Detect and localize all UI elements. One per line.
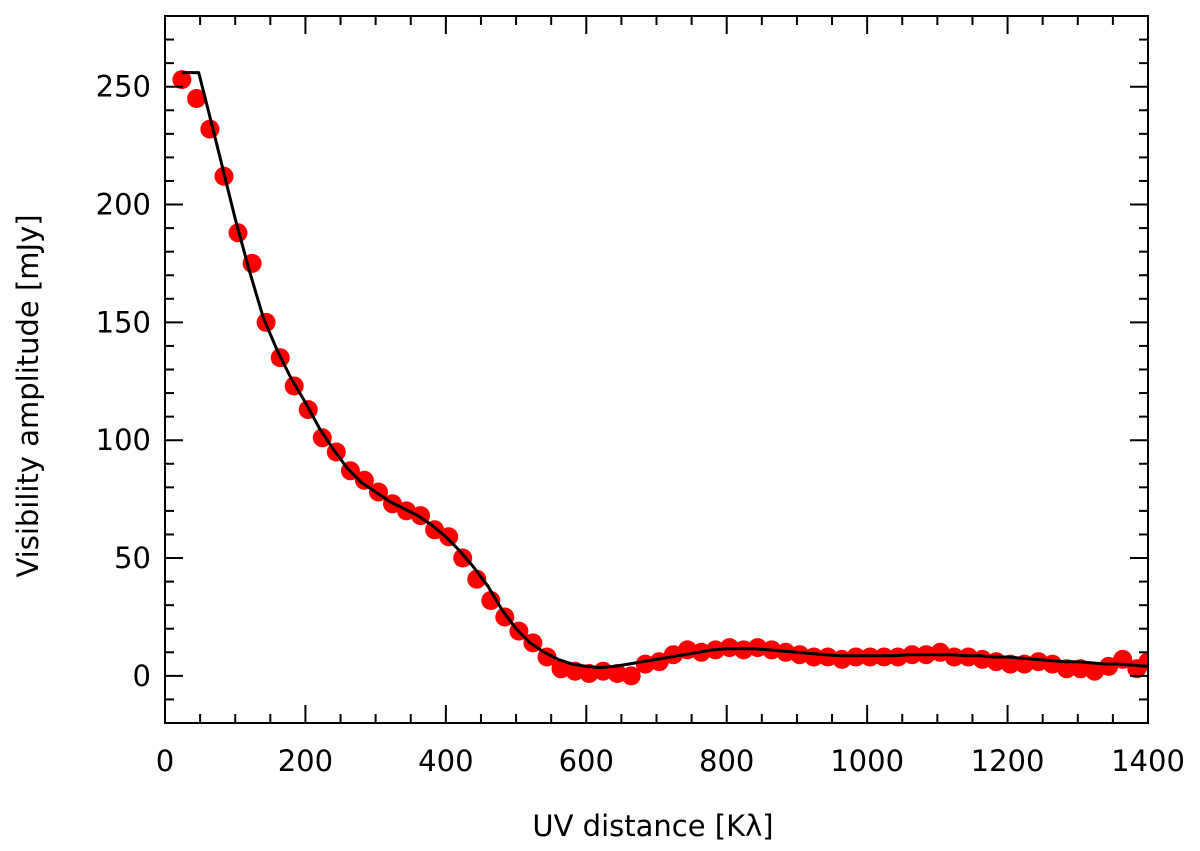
- y-tick-label: 150: [96, 305, 151, 339]
- y-tick-label: 0: [133, 659, 151, 693]
- data-point: [818, 647, 838, 667]
- x-tick-label: 0: [156, 744, 174, 778]
- y-tick-label: 100: [96, 423, 151, 457]
- data-point: [187, 89, 207, 108]
- data-point: [621, 666, 641, 686]
- data-point: [1057, 659, 1077, 679]
- data-point: [579, 664, 599, 683]
- data-point: [453, 548, 473, 568]
- x-tick-label: 800: [699, 744, 754, 778]
- x-tick-label: 600: [559, 744, 614, 778]
- model-fit-line: [181, 71, 1148, 670]
- data-point: [551, 659, 571, 679]
- x-tick-label: 400: [418, 744, 473, 778]
- data-point: [1029, 652, 1048, 672]
- x-tick-label: 1200: [971, 744, 1045, 778]
- x-tick-label: 1000: [830, 744, 904, 778]
- data-point: [1071, 659, 1091, 679]
- data-point: [467, 569, 487, 589]
- plot-frame: [164, 15, 1149, 724]
- y-tick-label: 50: [114, 541, 151, 575]
- y-axis-label: Visibility amplitude [mJy]: [11, 214, 45, 577]
- data-point: [944, 647, 964, 667]
- data-point: [354, 470, 374, 490]
- x-tick-label: 200: [278, 744, 333, 778]
- data-point: [1000, 654, 1020, 674]
- data-point: [1099, 656, 1119, 676]
- data-point: [439, 527, 459, 547]
- x-tick-label: 1400: [1111, 744, 1185, 778]
- data-point: [481, 591, 501, 610]
- x-axis-label: UV distance [Kλ]: [532, 809, 773, 843]
- y-tick-label: 200: [96, 188, 151, 222]
- y-tick-label: 250: [96, 70, 151, 104]
- data-point: [607, 664, 627, 683]
- data-point: [790, 645, 810, 665]
- data-point: [172, 70, 192, 90]
